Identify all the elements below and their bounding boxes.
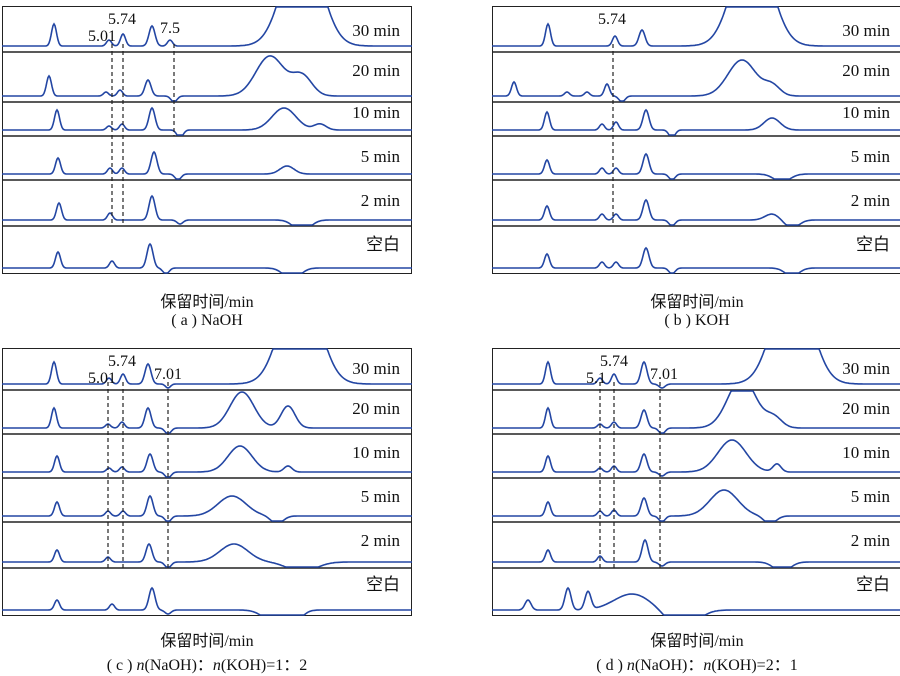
plot-frame: [492, 6, 900, 274]
retention-label: 7.01: [154, 366, 182, 383]
chromatogram-plot: [492, 6, 900, 274]
caption-part: (KOH)=2：1: [711, 657, 798, 674]
strip-label: 空白: [366, 575, 400, 594]
chromatogram-plot: [2, 348, 412, 616]
caption-part: (NaOH)：: [144, 657, 213, 674]
strip-label: 2 min: [850, 191, 890, 210]
chromatogram-trace: [2, 106, 412, 136]
chromatogram-trace: [492, 489, 900, 522]
strip-label: 30 min: [352, 21, 400, 40]
chromatogram-trace: [2, 445, 412, 478]
panel-caption: ( d ) n(NaOH)：n(KOH)=2：1: [472, 651, 900, 675]
strip-label: 20 min: [352, 61, 400, 80]
retention-label: 5.01: [88, 370, 116, 387]
chromatogram-trace: [492, 198, 900, 226]
strip-label: 20 min: [842, 399, 890, 418]
strip-label: 2 min: [360, 531, 400, 550]
plot-frame: [2, 6, 412, 274]
retention-label: 5.74: [598, 11, 626, 28]
chart-panel-c: 30 min 20 min 10 min 5 min 2 min 空白 5.01…: [2, 348, 412, 676]
strip-label: 20 min: [352, 399, 400, 418]
strip-label: 30 min: [842, 21, 890, 40]
strip-label: 10 min: [842, 443, 890, 462]
retention-label: 7.01: [650, 366, 678, 383]
strip-label: 5 min: [360, 487, 400, 506]
x-axis-label: 保留时间/min: [650, 294, 744, 311]
retention-label: 5.74: [108, 353, 136, 370]
chromatogram-trace: [2, 150, 412, 180]
strip-label: 2 min: [360, 191, 400, 210]
caption-part: (KOH)=1：2: [220, 657, 308, 674]
caption-n: n: [212, 657, 221, 674]
chromatogram-trace: [492, 390, 900, 434]
panel-caption: ( c ) n(NaOH)：n(KOH)=1：2: [0, 651, 432, 675]
retention-label: 7.5: [160, 20, 180, 37]
plot-frame: [2, 348, 412, 616]
chart-panel-d: 30 min 20 min 10 min 5 min 2 min 空白 5.1 …: [492, 348, 900, 676]
chart-panel-b: 30 min 20 min 10 min 5 min 2 min 空白 5.74…: [492, 6, 900, 336]
chromatogram-trace: [2, 6, 412, 47]
chromatogram-trace: [2, 348, 412, 389]
strip-label: 20 min: [842, 61, 890, 80]
retention-label: 5.1: [586, 370, 606, 387]
caption-n: n: [626, 657, 635, 674]
chromatogram-trace: [2, 242, 412, 274]
chromatogram-trace: [492, 6, 900, 47]
strip-label: 30 min: [842, 359, 890, 378]
retention-label: 5.74: [108, 11, 136, 28]
chromatogram-plot: [492, 348, 900, 616]
x-axis-label: 保留时间/min: [160, 633, 254, 650]
strip-label: 5 min: [850, 147, 890, 166]
caption-prefix: ( c ): [106, 657, 137, 674]
chromatogram-trace: [492, 108, 900, 136]
panel-caption: ( b ) KOH: [664, 312, 730, 329]
chromatogram-trace: [492, 348, 900, 389]
strip-label: 10 min: [352, 443, 400, 462]
x-axis-label: 保留时间/min: [160, 294, 254, 311]
chromatogram-trace: [492, 439, 900, 477]
caption-n: n: [136, 657, 145, 674]
retention-label: 5.01: [88, 28, 116, 45]
caption-prefix: ( d ): [596, 657, 627, 674]
chromatogram-trace: [2, 55, 412, 102]
strip-label: 2 min: [850, 531, 890, 550]
chromatogram-trace: [492, 152, 900, 180]
chromatogram-trace: [2, 391, 412, 434]
strip-label: 空白: [856, 575, 890, 594]
chart-panel-a: 30 min 20 min 10 min 5 min 2 min 空白 5.01…: [2, 6, 412, 336]
chromatogram-trace: [492, 538, 900, 568]
strip-label: 30 min: [352, 359, 400, 378]
chromatogram-trace: [492, 586, 900, 616]
strip-label: 空白: [366, 235, 400, 254]
caption-n: n: [703, 657, 712, 674]
chromatogram-plot: [2, 6, 412, 274]
strip-label: 5 min: [850, 487, 890, 506]
chromatogram-trace: [2, 494, 412, 522]
strip-label: 空白: [856, 235, 890, 254]
caption-part: (NaOH)：: [634, 657, 704, 674]
chromatogram-trace: [2, 586, 412, 616]
panel-caption: ( a ) NaOH: [171, 312, 243, 329]
retention-label: 5.74: [600, 353, 628, 370]
strip-label: 10 min: [842, 103, 890, 122]
x-axis-label: 保留时间/min: [650, 633, 744, 650]
chromatogram-trace: [2, 194, 412, 226]
chromatogram-trace: [492, 59, 900, 102]
strip-label: 5 min: [360, 147, 400, 166]
chromatogram-trace: [492, 246, 900, 274]
chromatogram-trace: [2, 542, 412, 568]
strip-label: 10 min: [352, 103, 400, 122]
